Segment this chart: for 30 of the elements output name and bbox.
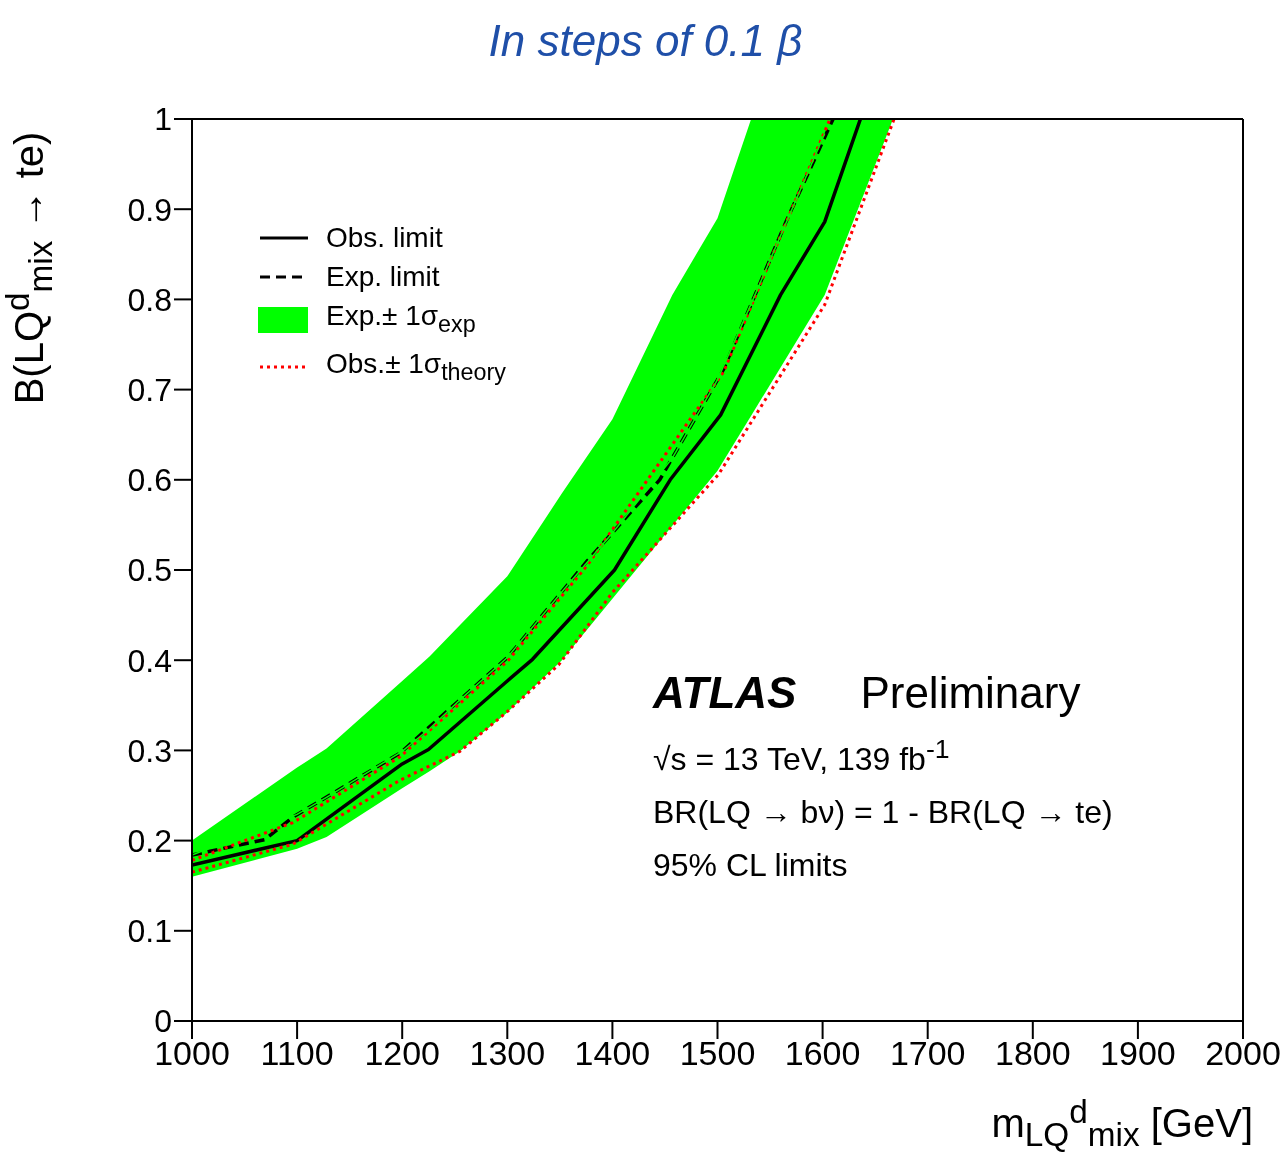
- y-tick-label: 0.6: [127, 462, 172, 499]
- x-tick-label: 1600: [784, 1034, 861, 1073]
- x-tick-label: 1200: [364, 1034, 441, 1073]
- x-tick-label: 1400: [574, 1034, 651, 1073]
- y-tick-label: 1: [154, 101, 172, 138]
- annotation: BR(LQ → bν) = 1 - BR(LQ → te): [653, 793, 1113, 830]
- x-tick-label: 1700: [889, 1034, 966, 1073]
- annotation: ATLAS: [653, 668, 797, 717]
- x-tick-label: 1900: [1100, 1034, 1176, 1073]
- legend-label: Exp.± 1σ$_{exp}$: [326, 299, 476, 339]
- y-tick-label: 0.5: [127, 552, 172, 589]
- annotation: 95% CL limits: [653, 846, 848, 883]
- legend-label: Obs.± 1σ$_{theory}$: [326, 346, 506, 387]
- y-tick-label: 0.4: [127, 642, 172, 679]
- annotation: Preliminary: [860, 668, 1081, 717]
- y-tick-label: 0.7: [127, 371, 172, 408]
- legend-label: Exp. limit: [326, 260, 440, 294]
- x-tick-label: 1500: [679, 1034, 756, 1073]
- y-tick-label: 0.3: [127, 732, 172, 769]
- y-tick-label: 0.8: [127, 281, 172, 318]
- y-tick-label: 0.2: [127, 822, 172, 859]
- y-tick-label: 0.9: [127, 191, 172, 228]
- x-tick-label: 1100: [260, 1034, 334, 1073]
- x-tick-label: 1800: [994, 1034, 1071, 1073]
- x-tick-label: 2000: [1205, 1034, 1281, 1073]
- x-tick-label: 1300: [469, 1034, 546, 1073]
- legend-label: Obs. limit: [326, 221, 443, 255]
- annotation: √s = 13 TeV, 139 fb$^{-1}$: [653, 734, 950, 777]
- chart-title: In steps of 0.1 β: [488, 16, 803, 65]
- y-tick-label: 0.1: [127, 913, 172, 950]
